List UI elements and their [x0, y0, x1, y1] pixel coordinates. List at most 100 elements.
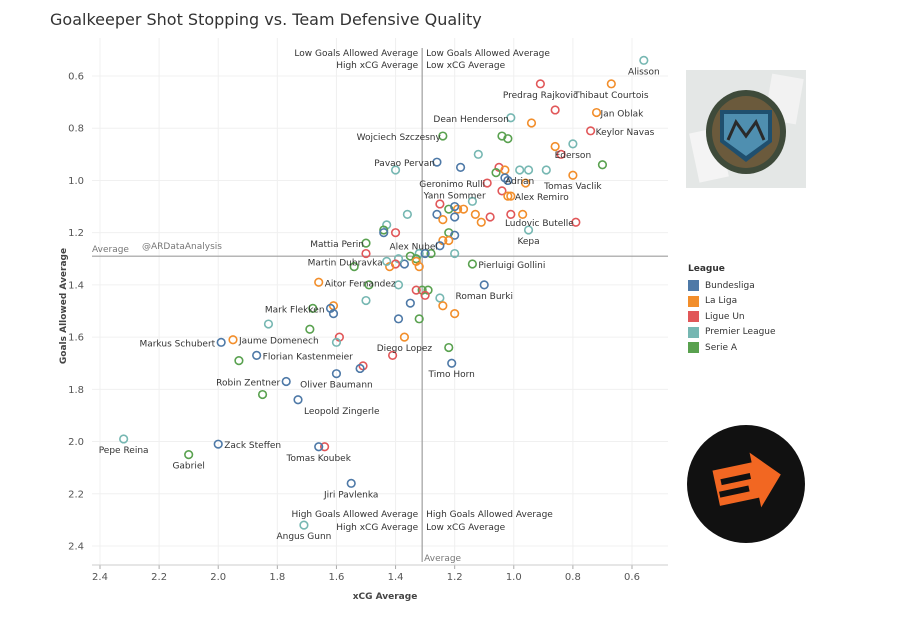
data-point[interactable] — [234, 356, 244, 366]
data-point[interactable] — [450, 248, 460, 259]
data-point[interactable] — [470, 209, 480, 219]
data-point[interactable] — [491, 168, 501, 178]
data-point[interactable] — [228, 335, 238, 345]
data-point[interactable] — [119, 434, 129, 444]
data-point[interactable] — [568, 170, 578, 180]
data-point[interactable] — [591, 107, 602, 118]
legend-item-bundesliga[interactable]: Bundesliga — [688, 278, 776, 294]
data-point[interactable] — [523, 165, 534, 175]
data-point[interactable] — [639, 55, 649, 65]
data-point[interactable] — [355, 363, 365, 374]
data-point[interactable] — [414, 314, 424, 324]
data-point[interactable] — [518, 209, 528, 219]
data-point[interactable] — [361, 248, 371, 259]
data-point[interactable] — [550, 141, 560, 152]
data-point[interactable] — [447, 358, 457, 368]
legend-item-premier-league[interactable]: Premier League — [688, 325, 776, 341]
data-point[interactable] — [550, 105, 560, 115]
data-point[interactable] — [473, 149, 483, 159]
data-point[interactable] — [388, 350, 398, 360]
data-point[interactable] — [399, 332, 410, 342]
data-point[interactable] — [506, 191, 516, 201]
data-point[interactable] — [405, 298, 415, 308]
data-point[interactable] — [503, 175, 513, 186]
data-point[interactable] — [379, 228, 389, 238]
data-point[interactable] — [503, 191, 513, 201]
data-point[interactable] — [479, 280, 489, 290]
data-point[interactable] — [305, 324, 315, 334]
data-point[interactable] — [426, 248, 436, 259]
data-point[interactable] — [390, 165, 401, 175]
data-point[interactable] — [320, 442, 330, 452]
data-point[interactable] — [523, 225, 534, 235]
data-point[interactable] — [349, 262, 359, 272]
data-point[interactable] — [435, 241, 445, 251]
data-point[interactable] — [450, 201, 460, 212]
data-point[interactable] — [263, 319, 274, 329]
data-point[interactable] — [515, 165, 525, 175]
data-point[interactable] — [556, 149, 566, 159]
legend-item-ligue-un[interactable]: Ligue Un — [688, 309, 776, 325]
data-point[interactable] — [458, 204, 469, 214]
data-point[interactable] — [597, 160, 608, 170]
legend-item-serie-a[interactable]: Serie A — [688, 340, 776, 356]
data-point[interactable] — [382, 256, 392, 266]
data-point[interactable] — [314, 277, 324, 287]
data-point[interactable] — [435, 199, 445, 209]
data-point[interactable] — [420, 248, 430, 259]
data-point[interactable] — [308, 303, 318, 313]
data-point[interactable] — [390, 228, 401, 238]
data-point[interactable] — [586, 126, 596, 136]
data-point[interactable] — [420, 290, 430, 300]
data-point[interactable] — [450, 230, 460, 240]
data-point[interactable] — [184, 450, 194, 460]
data-point[interactable] — [444, 235, 454, 246]
data-point[interactable] — [482, 178, 492, 188]
data-point[interactable] — [535, 79, 545, 89]
data-point[interactable] — [331, 369, 342, 379]
data-point[interactable] — [393, 280, 404, 290]
data-point[interactable] — [432, 209, 442, 219]
data-point[interactable] — [438, 301, 448, 311]
data-point[interactable] — [506, 209, 516, 219]
data-point[interactable] — [379, 225, 389, 235]
data-point[interactable] — [411, 285, 421, 295]
data-point[interactable] — [450, 212, 460, 222]
data-point[interactable] — [435, 293, 445, 303]
data-point[interactable] — [438, 215, 448, 225]
data-point[interactable] — [450, 309, 460, 319]
data-point[interactable] — [402, 209, 412, 219]
data-point[interactable] — [467, 259, 478, 269]
data-point[interactable] — [526, 118, 537, 128]
data-point[interactable] — [571, 217, 581, 227]
data-point[interactable] — [361, 295, 371, 306]
data-point[interactable] — [213, 439, 223, 449]
data-point[interactable] — [293, 395, 303, 405]
data-point[interactable] — [364, 280, 374, 290]
data-point[interactable] — [506, 113, 516, 123]
data-point[interactable] — [393, 314, 404, 324]
data-point[interactable] — [568, 139, 578, 149]
data-point[interactable] — [467, 196, 478, 206]
data-point[interactable] — [606, 79, 616, 89]
legend-item-la-liga[interactable]: La Liga — [688, 294, 776, 310]
data-point[interactable] — [414, 262, 424, 272]
data-point[interactable] — [405, 251, 415, 261]
data-point[interactable] — [361, 238, 371, 248]
data-point[interactable] — [299, 520, 309, 530]
data-point[interactable] — [485, 212, 495, 222]
data-point[interactable] — [455, 162, 466, 172]
data-point[interactable] — [444, 342, 454, 353]
data-point[interactable] — [438, 131, 448, 141]
data-point[interactable] — [346, 478, 356, 488]
data-point[interactable] — [252, 350, 262, 360]
data-point[interactable] — [541, 165, 551, 175]
data-point[interactable] — [476, 217, 486, 227]
data-point[interactable] — [314, 442, 324, 452]
data-point[interactable] — [325, 303, 336, 313]
data-point[interactable] — [520, 178, 531, 188]
data-point[interactable] — [503, 134, 513, 144]
data-point[interactable] — [432, 157, 442, 167]
data-point[interactable] — [497, 186, 507, 196]
data-point[interactable] — [216, 337, 226, 347]
